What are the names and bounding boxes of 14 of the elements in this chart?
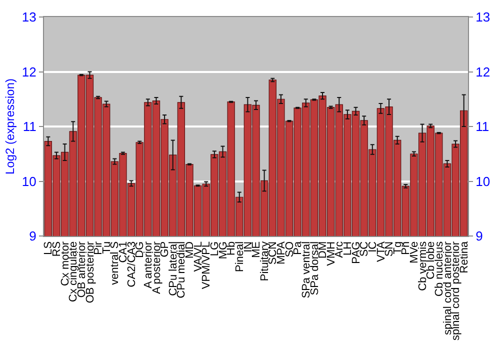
y-axis-title: Log2 (expression): [3, 78, 18, 175]
y2-tick-label: 11: [476, 119, 490, 134]
x-tick-label: Tg: [392, 241, 404, 254]
y2-tick-label: 10: [476, 174, 490, 189]
y-tick-label: 9: [29, 228, 36, 244]
y-tick-label: 10: [22, 174, 36, 189]
y-tick-label: 12: [22, 64, 36, 80]
y2-tick-label: 13: [476, 10, 490, 25]
x-tick-label: A posterior: [150, 241, 163, 294]
y-tick-label: 13: [22, 10, 36, 25]
y-tick-label: 11: [22, 119, 36, 134]
y2-tick-label: 9: [476, 228, 483, 244]
x-tick-label: OB posterior: [84, 241, 96, 304]
y2-tick-label: 12: [476, 64, 490, 80]
